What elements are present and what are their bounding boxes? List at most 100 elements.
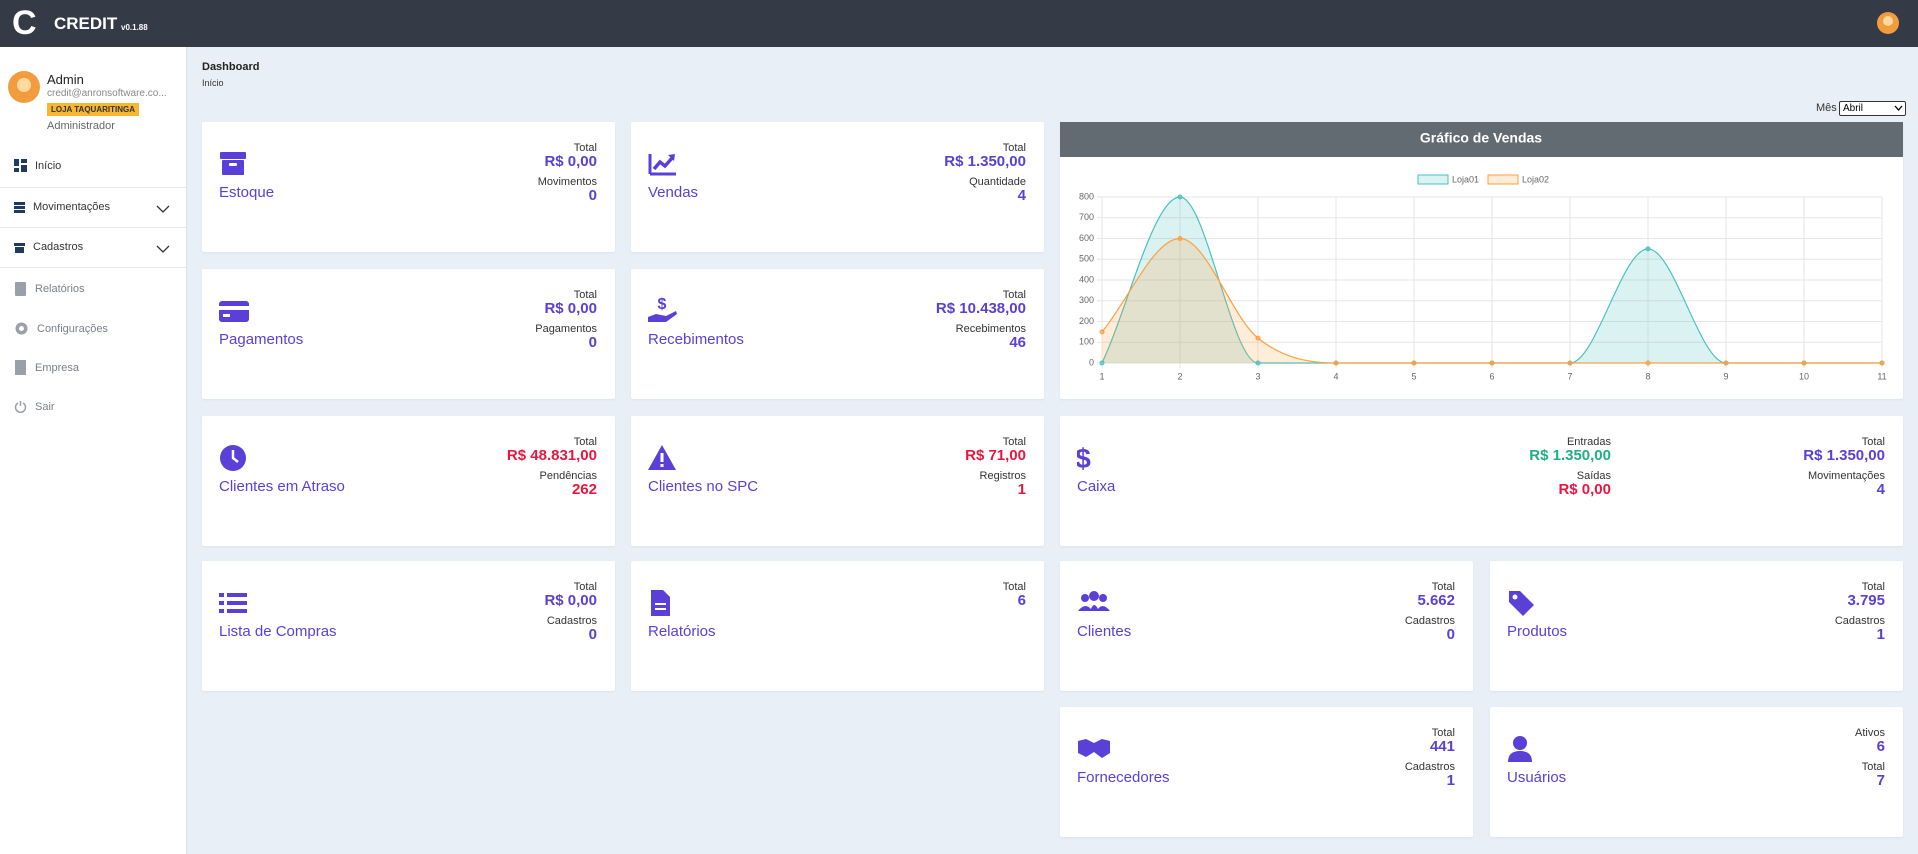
card[interactable]: EstoqueTotalR$ 0,00Movimentos0 (202, 122, 615, 252)
stat-value: 4 (1877, 481, 1885, 498)
menu-label: Relatórios (35, 283, 85, 295)
card-title: Estoque (219, 184, 274, 201)
card-title: Clientes no SPC (648, 478, 758, 495)
menu-item[interactable]: Configurações (14, 321, 108, 336)
breadcrumb-title: Dashboard (202, 61, 259, 73)
menu-icon (14, 400, 27, 413)
card[interactable]: Clientes no SPCTotalR$ 71,00Registros1 (631, 416, 1044, 546)
menu-label: Cadastros (33, 241, 83, 253)
card-icon (1077, 589, 1111, 619)
breadcrumb-current[interactable]: Início (202, 78, 224, 88)
stat-value: 1 (1018, 481, 1026, 498)
data-point (1100, 330, 1104, 334)
card-icon (219, 150, 253, 180)
version: v0.1.88 (121, 23, 148, 32)
stat-value: 441 (1430, 738, 1455, 755)
stat-label: Movimentações (1808, 470, 1885, 482)
stat-value: 46 (1009, 334, 1026, 351)
card-title: Caixa (1077, 478, 1115, 495)
card[interactable]: $RecebimentosTotalR$ 10.438,00Recebiment… (631, 269, 1044, 399)
data-point (1490, 361, 1494, 365)
menu-item[interactable]: Sair (14, 400, 55, 413)
card-title: Vendas (648, 184, 698, 201)
user-avatar[interactable] (1876, 11, 1900, 35)
stat-value: R$ 0,00 (1558, 481, 1611, 498)
stat-value: 0 (589, 187, 597, 204)
data-point (1802, 361, 1806, 365)
x-tick-label: 7 (1567, 371, 1572, 381)
data-point (1880, 361, 1884, 365)
sidebar: Admin credit@anronsoftware.co... LOJA TA… (0, 47, 187, 854)
card-title: Produtos (1507, 623, 1567, 640)
x-tick-label: 4 (1333, 371, 1338, 381)
card-icon: $ (1077, 444, 1111, 474)
data-point (1256, 336, 1260, 340)
menu-item[interactable]: Início (14, 159, 61, 172)
y-tick-label: 100 (1079, 337, 1094, 347)
month-select[interactable]: Abril (1839, 101, 1906, 116)
menu-label: Início (35, 160, 61, 172)
menu-item[interactable]: Movimentações (14, 201, 110, 213)
stat-value: R$ 10.438,00 (936, 300, 1026, 317)
card-icon (1507, 735, 1541, 765)
top-bar: C CREDIT v0.1.88 (0, 0, 1918, 47)
legend-swatch (1488, 175, 1518, 184)
menu-label: Movimentações (33, 201, 110, 213)
card[interactable]: ClientesTotal5.662Cadastros0 (1060, 561, 1473, 691)
card[interactable]: VendasTotalR$ 1.350,00Quantidade4 (631, 122, 1044, 252)
card-title: Recebimentos (648, 331, 744, 348)
card[interactable]: FornecedoresTotal441Cadastros1 (1060, 707, 1473, 837)
data-point (1568, 361, 1572, 365)
user-name: Admin (47, 72, 84, 87)
menu-item[interactable]: Cadastros (14, 241, 83, 253)
divider (0, 227, 186, 228)
x-tick-label: 11 (1877, 371, 1886, 381)
card[interactable]: UsuáriosAtivos6Total7 (1490, 707, 1903, 837)
chart-title: Gráfico de Vendas (1420, 130, 1542, 146)
stat-value: R$ 1.350,00 (1803, 447, 1885, 464)
divider (0, 267, 186, 268)
stat-value: 6 (1877, 738, 1885, 755)
card[interactable]: ProdutosTotal3.795Cadastros1 (1490, 561, 1903, 691)
stat-value: 1 (1877, 626, 1885, 643)
svg-text:$: $ (658, 297, 667, 313)
menu-icon (14, 202, 25, 213)
stat-value: 1 (1447, 772, 1455, 789)
stat-value: 7 (1877, 772, 1885, 789)
menu-icon (14, 321, 29, 336)
card-title: Relatórios (648, 623, 716, 640)
stat-value: R$ 0,00 (544, 153, 597, 170)
chevron[interactable] (156, 244, 170, 254)
stat-value: 3.795 (1847, 592, 1885, 609)
card[interactable]: PagamentosTotalR$ 0,00Pagamentos0 (202, 269, 615, 399)
select-arrow (1894, 105, 1903, 112)
menu-icon (14, 242, 25, 253)
card[interactable]: $CaixaTotalR$ 1.350,00Movimentações4Entr… (1060, 416, 1903, 546)
y-tick-label: 200 (1079, 316, 1094, 326)
data-point (1178, 195, 1182, 199)
svg-text:$: $ (1077, 444, 1091, 474)
user-email: credit@anronsoftware.co... (47, 88, 167, 99)
legend-swatch (1418, 175, 1448, 184)
card-title: Lista de Compras (219, 623, 337, 640)
card[interactable]: Lista de ComprasTotalR$ 0,00Cadastros0 (202, 561, 615, 691)
card[interactable]: RelatóriosTotal6 (631, 561, 1044, 691)
card-icon (219, 444, 253, 474)
y-tick-label: 700 (1079, 212, 1094, 222)
card-icon (648, 150, 682, 180)
x-tick-label: 9 (1723, 371, 1728, 381)
menu-label: Sair (35, 401, 55, 413)
brand: CREDIT (54, 14, 117, 34)
y-tick-label: 0 (1089, 357, 1094, 367)
chart: Gráfico de Vendas 0100200300400500600700… (1060, 122, 1903, 399)
menu-item[interactable]: Relatórios (14, 281, 85, 296)
menu-icon (14, 159, 27, 172)
x-tick-label: 5 (1411, 371, 1416, 381)
menu-item[interactable]: Empresa (14, 360, 79, 375)
logo[interactable]: C (12, 4, 37, 43)
avatar (8, 71, 40, 103)
menu-icon (14, 360, 27, 375)
card[interactable]: Clientes em AtrasoTotalR$ 48.831,00Pendê… (202, 416, 615, 546)
chevron[interactable] (156, 204, 170, 214)
